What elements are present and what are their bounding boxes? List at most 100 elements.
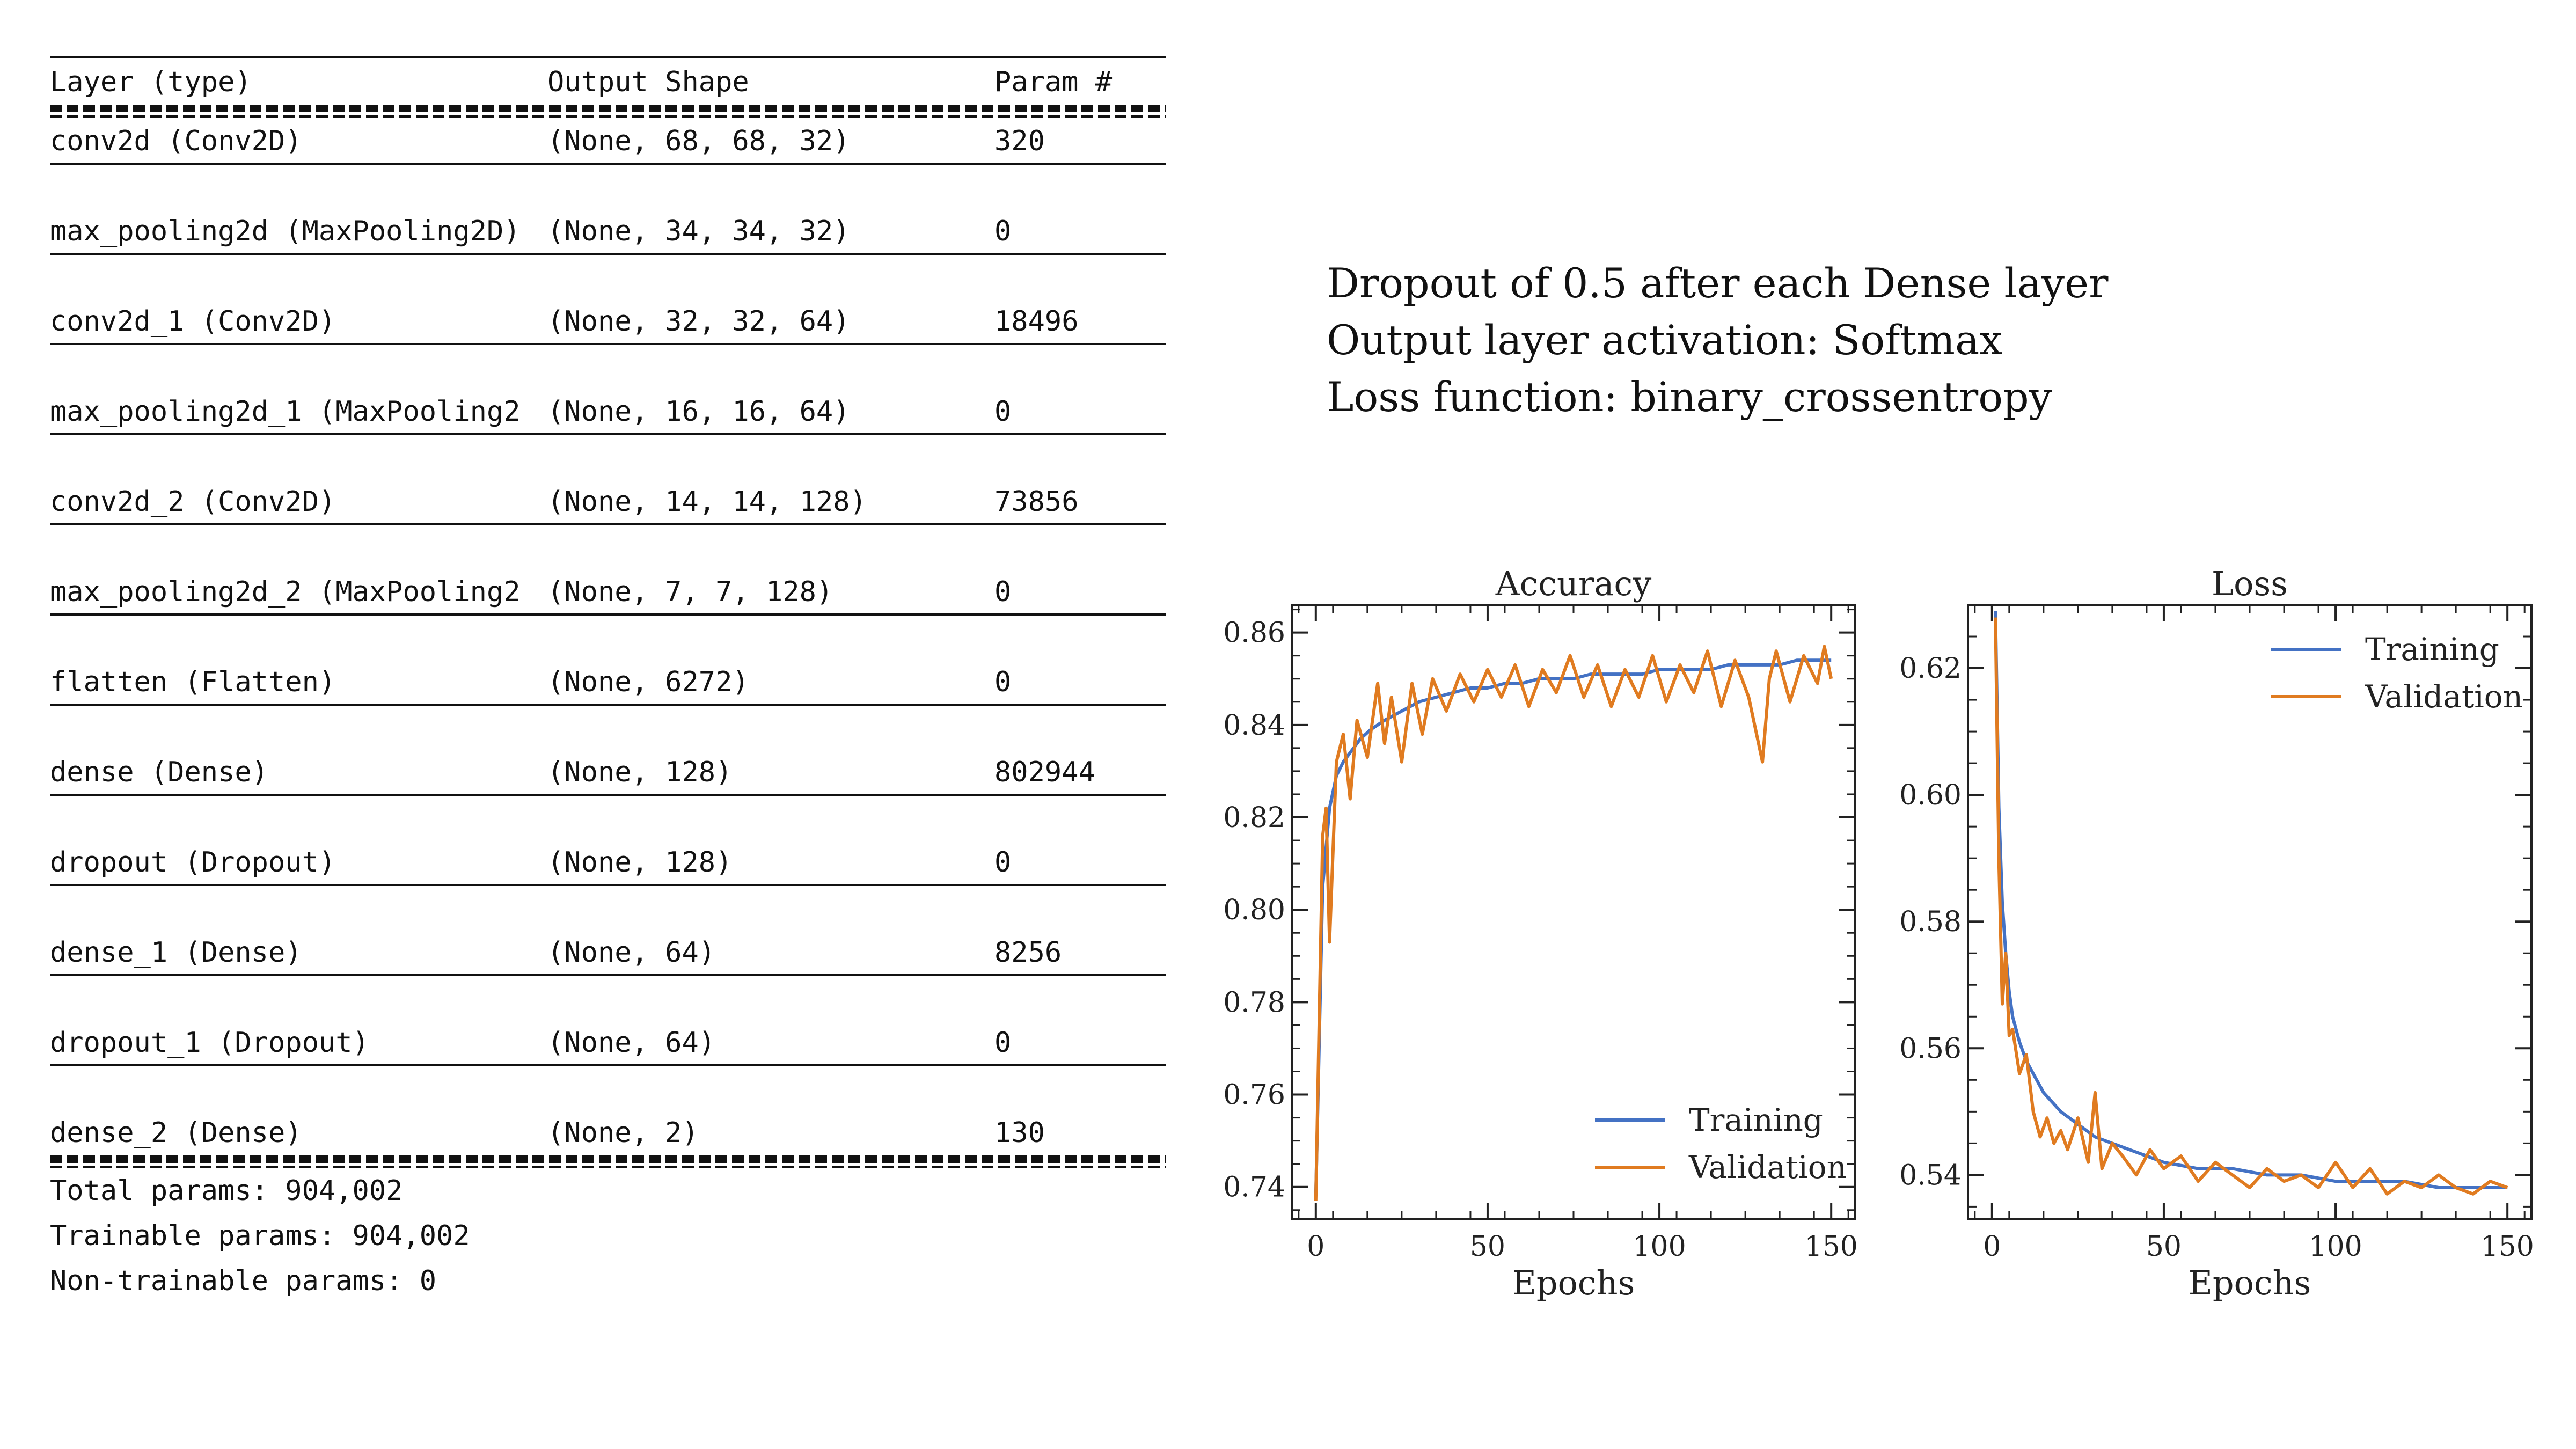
table-row: max_pooling2d (MaxPooling2D) (None, 34, 3… [50,208,1166,254]
param-count: 802944 [994,756,1095,788]
table-row: max_pooling2d_1 (MaxPooling2 (None, 16, 1… [50,388,1166,434]
rule [50,794,1166,796]
accuracy-validation-line [1314,645,1833,1201]
y-tick-label: 0.86 [1223,617,1285,649]
param-count: 320 [994,125,1045,157]
legend-label-training: Training [2365,631,2499,668]
layer-name: conv2d_2 (Conv2D) [50,486,336,518]
param-count: 0 [994,846,1012,879]
header-layer: Layer (type) [50,66,252,98]
totals: Total params: 904,002 Trainable params: … [50,1168,1166,1304]
table-row: conv2d_2 (Conv2D) (None, 14, 14, 128) 7385… [50,478,1166,524]
param-count: 0 [994,396,1012,428]
accuracy-chart-title: Accuracy [1495,564,1652,603]
layer-name: dense_2 (Dense) [50,1117,302,1149]
output-shape: (None, 6272) [547,666,749,698]
output-shape: (None, 2) [547,1117,699,1149]
x-tick-label: 100 [1633,1231,1686,1263]
row-separator [50,253,1166,298]
table-row: max_pooling2d_2 (MaxPooling2 (None, 7, 7,… [50,568,1166,614]
layer-name: max_pooling2d (MaxPooling2D) [50,215,521,247]
param-count: 73856 [994,486,1079,518]
table-row: conv2d (Conv2D) (None, 68, 68, 32) 320 [50,118,1166,164]
x-tick-label: 150 [2481,1231,2534,1263]
header-params: Param # [994,66,1113,98]
param-count: 0 [994,576,1012,608]
y-tick-label: 0.60 [1899,779,1962,811]
output-shape: (None, 68, 68, 32) [547,125,850,157]
row-separator [50,794,1166,839]
rule [50,704,1166,706]
output-shape: (None, 32, 32, 64) [547,305,850,338]
row-separator [50,343,1166,388]
y-tick-label: 0.58 [1899,906,1962,938]
double-rule [50,105,1166,118]
row-separator [50,884,1166,929]
output-shape: (None, 34, 34, 32) [547,215,850,247]
layer-name: dense_1 (Dense) [50,936,302,969]
table-row: flatten (Flatten) (None, 6272) 0 [50,658,1166,705]
rule [50,1064,1166,1066]
loss-chart-title: Loss [2212,564,2288,603]
table-row: dense_1 (Dense) (None, 64) 8256 [50,929,1166,975]
output-shape: (None, 14, 14, 128) [547,486,867,518]
row-separator [50,433,1166,478]
param-count: 0 [994,215,1012,247]
trainable-params: Trainable params: 904,002 [50,1220,470,1252]
table-row: dense (Dense) (None, 128) 802944 [50,749,1166,795]
accuracy-x-axis-label: Epochs [1512,1263,1635,1302]
loss-x-axis-label: Epochs [2189,1263,2311,1302]
x-tick-label: 50 [2146,1231,2182,1263]
loss-validation-line [1994,617,2508,1196]
rule [50,343,1166,345]
x-tick-label: 100 [2309,1231,2362,1263]
x-tick-label: 0 [1307,1231,1324,1263]
rule [50,253,1166,255]
y-tick-label: 0.74 [1223,1172,1285,1204]
layer-name: conv2d_1 (Conv2D) [50,305,336,338]
x-tick-label: 50 [1470,1231,1505,1263]
output-shape: (None, 128) [547,756,733,788]
y-tick-label: 0.82 [1223,802,1285,834]
table-row: dropout_1 (Dropout) (None, 64) 0 [50,1019,1166,1065]
notes: Dropout of 0.5 after each Dense layer Ou… [1327,255,2108,426]
rule [50,163,1166,165]
y-tick-label: 0.76 [1223,1079,1285,1111]
layer-name: dropout (Dropout) [50,846,336,879]
output-shape: (None, 64) [547,936,716,969]
layer-name: max_pooling2d_2 (MaxPooling2 [50,576,521,608]
model-summary: Layer (type) Output Shape Param # conv2d… [50,56,1166,1304]
y-tick-label: 0.62 [1899,653,1962,685]
param-count: 18496 [994,305,1079,338]
legend-label-validation: Validation [1688,1149,1847,1185]
summary-header-row: Layer (type) Output Shape Param # [50,58,1166,105]
note-activation: Output layer activation: Softmax [1327,316,2003,364]
layer-name: conv2d (Conv2D) [50,125,302,157]
legend-label-training: Training [1689,1102,1823,1138]
output-shape: (None, 128) [547,846,733,879]
row-separator [50,1064,1166,1109]
layer-name: flatten (Flatten) [50,666,336,698]
row-separator [50,704,1166,749]
rule [50,523,1166,525]
table-row: conv2d_1 (Conv2D) (None, 32, 32, 64) 18496 [50,298,1166,344]
legend-label-validation: Validation [2365,678,2523,715]
x-tick-label: 150 [1805,1231,1858,1263]
rule [50,974,1166,976]
total-params: Total params: 904,002 [50,1175,403,1207]
row-separator [50,974,1166,1019]
x-tick-label: 0 [1983,1231,2001,1263]
row-separator [50,613,1166,658]
param-count: 8256 [994,936,1062,969]
rule [50,884,1166,886]
y-tick-label: 0.54 [1899,1159,1962,1191]
note-loss: Loss function: binary_crossentropy [1327,373,2052,421]
y-tick-label: 0.78 [1223,986,1285,1019]
row-separator [50,523,1166,568]
param-count: 0 [994,1027,1012,1059]
header-output-shape: Output Shape [547,66,749,98]
y-tick-label: 0.84 [1223,709,1285,742]
y-tick-label: 0.56 [1899,1033,1962,1065]
output-shape: (None, 7, 7, 128) [547,576,833,608]
